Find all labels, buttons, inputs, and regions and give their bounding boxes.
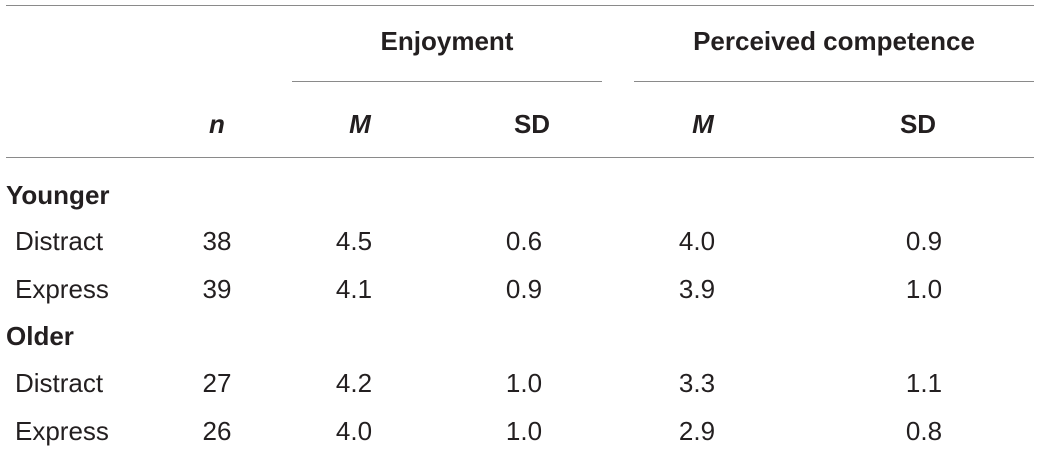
enjoyment-header: Enjoyment [380, 26, 514, 56]
section-label-older: Older [6, 321, 74, 351]
competence-group-rule [634, 81, 1034, 82]
competence-mean-cell: 3.9 [678, 274, 716, 304]
competence-sd-header: SD [899, 109, 937, 139]
competence-sd-cell: 0.8 [905, 416, 943, 446]
n-cell: 39 [202, 274, 232, 304]
enjoyment-mean-cell: 4.2 [335, 368, 373, 398]
enjoyment-sd-cell: 1.0 [505, 416, 543, 446]
n-cell: 38 [202, 226, 232, 256]
enjoyment-mean-header: M [349, 109, 371, 139]
enjoyment-sd-cell: 0.9 [505, 274, 543, 304]
enjoyment-sd-cell: 1.0 [505, 368, 543, 398]
section-label-younger: Younger [6, 180, 110, 210]
n-column-header: n [209, 109, 225, 139]
n-cell: 26 [202, 416, 232, 446]
enjoyment-sd-cell: 0.6 [505, 226, 543, 256]
competence-sd-cell: 1.1 [905, 368, 943, 398]
condition-cell: Distract [15, 226, 104, 256]
competence-sd-cell: 1.0 [905, 274, 943, 304]
perceived-competence-header: Perceived competence [693, 26, 975, 56]
n-cell: 27 [202, 368, 232, 398]
condition-cell: Express [15, 416, 109, 446]
enjoyment-sd-header: SD [513, 109, 551, 139]
condition-cell: Express [15, 274, 109, 304]
competence-mean-cell: 2.9 [678, 416, 716, 446]
enjoyment-mean-cell: 4.5 [335, 226, 373, 256]
enjoyment-mean-cell: 4.1 [335, 274, 373, 304]
competence-mean-cell: 4.0 [678, 226, 716, 256]
enjoyment-mean-cell: 4.0 [335, 416, 373, 446]
competence-mean-header: M [692, 109, 714, 139]
top-rule [6, 5, 1034, 6]
enjoyment-group-rule [292, 81, 602, 82]
condition-cell: Distract [15, 368, 104, 398]
competence-sd-cell: 0.9 [905, 226, 943, 256]
competence-mean-cell: 3.3 [678, 368, 716, 398]
header-bottom-rule [6, 157, 1034, 158]
